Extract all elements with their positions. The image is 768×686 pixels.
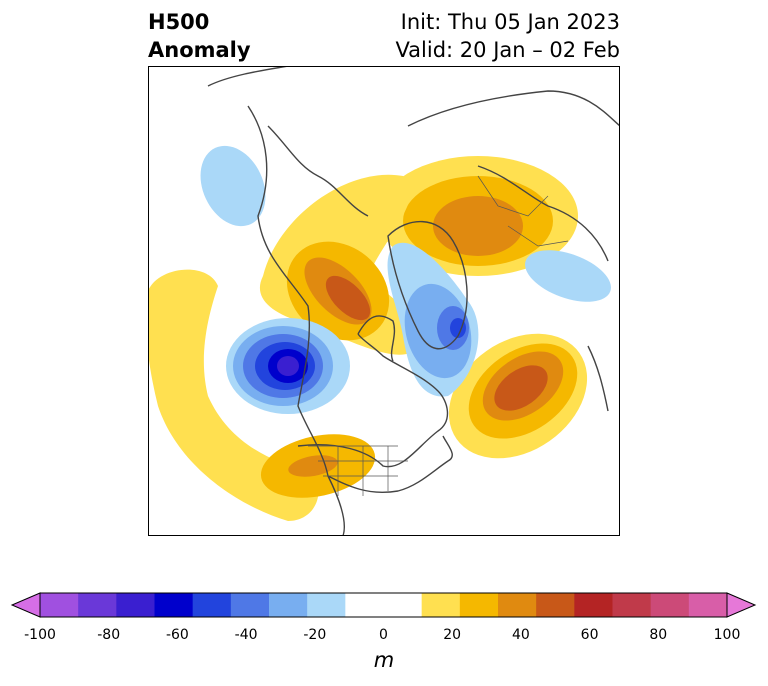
colorbar-tick-label: 40 (511, 627, 530, 643)
anomaly-arc-outer (148, 269, 319, 521)
product-title: Anomaly (148, 38, 251, 62)
colorbar-segment (688, 593, 728, 617)
us-state-lines (318, 446, 408, 496)
colorbar-segment (383, 593, 423, 617)
colorbar-segment (307, 593, 346, 617)
colorbar-segment (650, 593, 690, 617)
colorbar-segment (40, 593, 79, 617)
anomaly-alaska-blue (200, 145, 266, 227)
colorbar-segment (459, 593, 499, 617)
colorbar-segment (612, 593, 652, 617)
colorbar-segment (574, 593, 613, 617)
eurasia-north (407, 90, 620, 127)
colorbar-segment (154, 593, 194, 617)
europe-coast (587, 345, 609, 412)
colorbar-segment (192, 593, 232, 617)
colorbar-tick-label: 0 (379, 627, 388, 643)
colorbar-segment (78, 593, 117, 617)
colorbar-segment (269, 593, 308, 617)
colorbar-segment (536, 593, 575, 617)
anomaly-goa-6 (277, 356, 299, 376)
hudson-bay (357, 315, 396, 362)
anomaly-fills (148, 145, 611, 521)
eurasia-borders (477, 175, 569, 247)
anomaly-wcanada-4 (325, 275, 371, 321)
anomaly-siberia-3 (433, 196, 523, 256)
colorbar (10, 592, 757, 618)
colorbar-tick-label: -20 (303, 627, 327, 643)
map-border (148, 66, 620, 536)
colorbar-tick-label: 80 (649, 627, 668, 643)
colorbar-tick-label: 60 (580, 627, 599, 643)
title-left: H500 Anomaly (148, 8, 251, 64)
anomaly-atlantic-4 (494, 365, 548, 411)
colorbar-tick-label: -60 (165, 627, 189, 643)
colorbar-tick-label: -40 (234, 627, 258, 643)
valid-range: Valid: 20 Jan – 02 Feb (395, 38, 620, 62)
anomaly-swus-2 (288, 455, 338, 477)
colorbar-extend-right (726, 592, 757, 618)
colorbar-segment (421, 593, 461, 617)
borders (308, 175, 569, 496)
init-date: Init: Thu 05 Jan 2023 (400, 10, 620, 34)
anomaly-eurasia-blue (525, 250, 611, 302)
greenland (387, 220, 468, 350)
colorbar-extend-left (10, 592, 41, 618)
na-east-coast (297, 333, 449, 468)
colorbar-tick-label: -80 (97, 627, 121, 643)
map-svg (148, 66, 620, 536)
colorbar-label: m (373, 648, 395, 672)
colorbar-tick-label: 20 (443, 627, 462, 643)
colorbar-segments (40, 593, 728, 617)
colorbar-segment (230, 593, 270, 617)
anomaly-map (148, 66, 620, 536)
title-right: Init: Thu 05 Jan 2023 Valid: 20 Jan – 02… (395, 8, 620, 64)
anomaly-greenland-4 (450, 318, 466, 338)
arctic-islands (267, 125, 369, 217)
variable-title: H500 (148, 10, 210, 34)
colorbar-segment (116, 593, 155, 617)
colorbar-outline (39, 592, 728, 618)
colorbar-segment (498, 593, 537, 617)
eurasia-inner (477, 165, 609, 262)
kamchatka (207, 66, 289, 87)
gulf-coast (327, 435, 453, 493)
colorbar-segment (345, 593, 384, 617)
colorbar-tick-label: 100 (713, 627, 741, 643)
colorbar-tick-label: -100 (24, 627, 56, 643)
